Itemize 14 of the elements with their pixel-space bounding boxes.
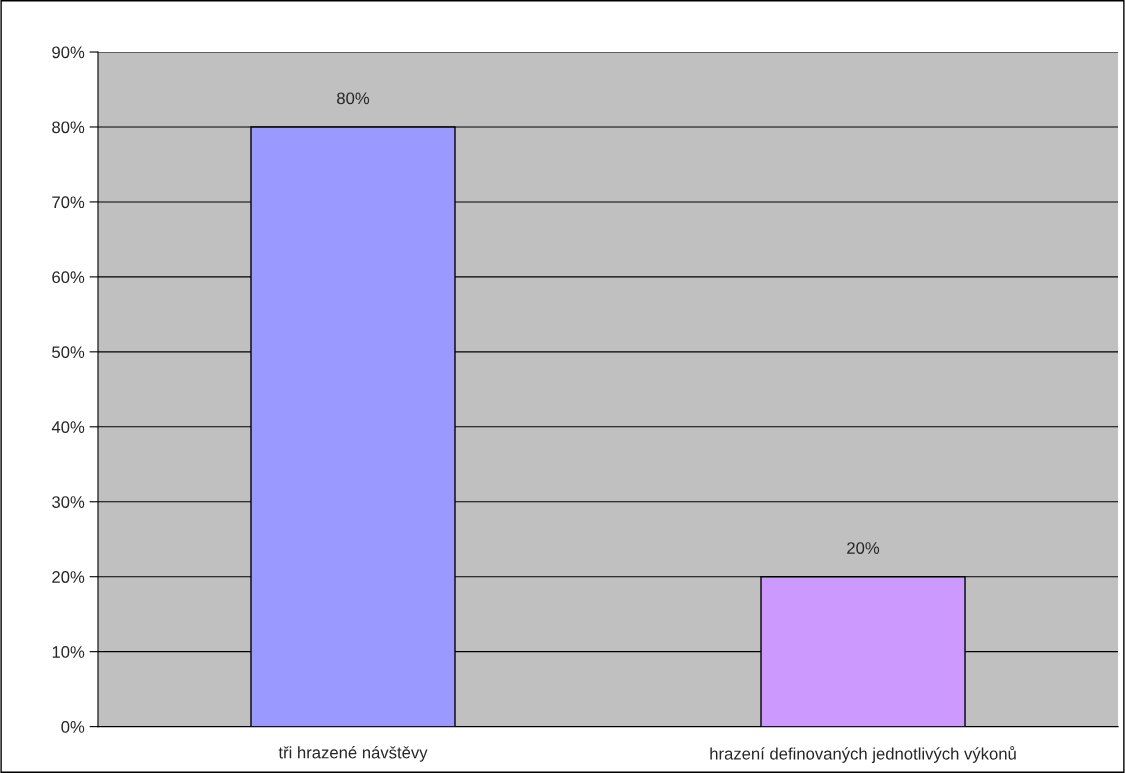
y-tick-label: 80%: [52, 121, 85, 134]
y-tick-label: 30%: [52, 496, 85, 508]
y-tick-label: 50%: [52, 346, 85, 359]
data-label: 20%: [847, 542, 880, 554]
y-tick-label: 90%: [52, 46, 85, 59]
y-tick-label: 0%: [61, 721, 85, 733]
y-tick-label: 40%: [51, 421, 85, 433]
y-tick-label: 20%: [52, 571, 85, 583]
y-tick-label: 70%: [52, 196, 85, 209]
x-tick-label: tři hrazené návštěvy: [278, 746, 428, 762]
x-tick-label: hrazení definovaných jednotlivých výkonů: [710, 746, 1016, 763]
data-label: 80%: [337, 92, 370, 105]
y-tick-label: 10%: [52, 646, 85, 658]
y-tick-label: 60%: [52, 271, 85, 284]
